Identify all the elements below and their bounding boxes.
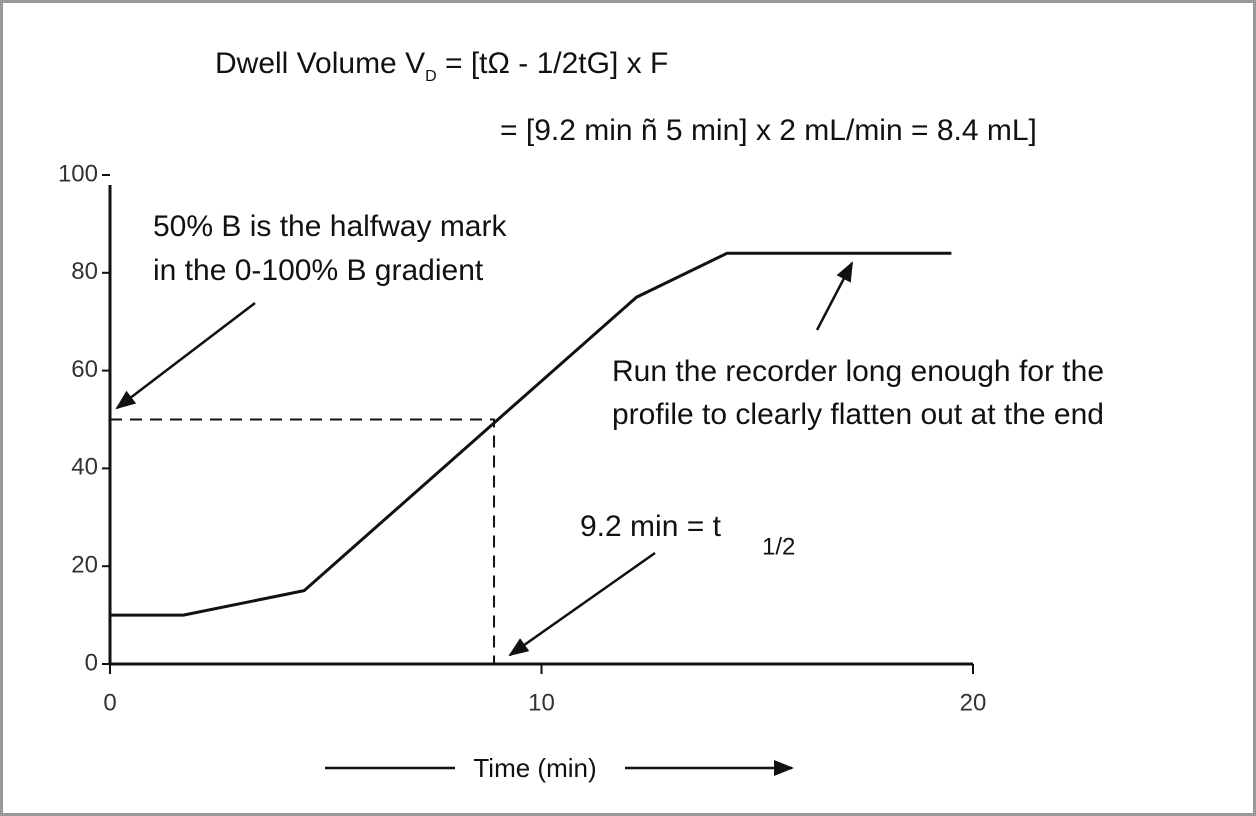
annotation: Run the recorder long enough for the	[612, 355, 1104, 388]
arrow	[815, 261, 854, 331]
guide-line	[110, 418, 496, 664]
y-tick-label: 80	[71, 258, 98, 285]
y-tick-label: 100	[58, 160, 98, 187]
annotation: 9.2 min = t	[580, 510, 722, 543]
annotation: profile to clearly flatten out at the en…	[612, 398, 1104, 431]
y-tick-label: 0	[85, 649, 98, 676]
y-tick-label: 20	[71, 552, 98, 579]
annotation: in the 0-100% B gradient	[153, 254, 484, 287]
y-tick-label: 40	[71, 454, 98, 481]
x-tick-label: 20	[960, 689, 987, 716]
formula-line-2: = [9.2 min ñ 5 min] x 2 mL/min = 8.4 mL]	[500, 114, 1037, 147]
formula-subscript: D	[425, 68, 437, 85]
annotation: 50% B is the halfway mark	[153, 210, 507, 243]
x-tick-label: 0	[103, 689, 116, 716]
annotation-subscript: 1/2	[762, 533, 795, 560]
formula-text: Dwell Volume V	[215, 47, 425, 80]
x-tick-label: 10	[528, 689, 555, 716]
formula-text: = [tΩ - 1/2tG] x F	[437, 47, 669, 80]
y-tick-label: 60	[71, 356, 98, 383]
data-line	[110, 251, 952, 617]
formula-line-1: Dwell Volume VD = [tΩ - 1/2tG] x F	[215, 47, 668, 85]
arrow	[115, 302, 256, 410]
arrow	[508, 551, 656, 657]
x-axis-label: Time (min)	[473, 753, 596, 783]
